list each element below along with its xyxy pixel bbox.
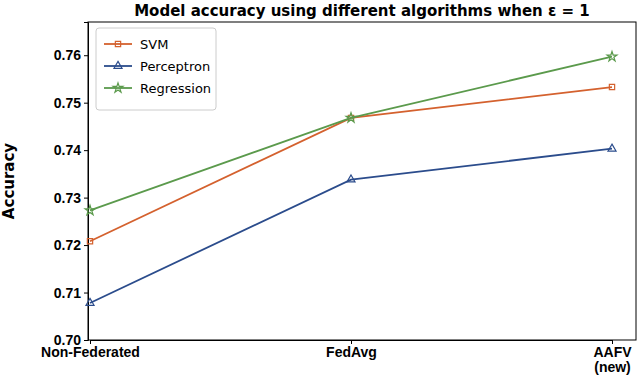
y-tick: 0.72	[54, 237, 88, 253]
x-tick-label: FedAvg	[326, 344, 377, 360]
x-tick-label-line: Non-Federated	[41, 344, 140, 360]
x-tick-label: AAFV(new)	[593, 344, 632, 375]
y-tick-mark	[84, 150, 88, 151]
legend-item: SVM	[104, 37, 168, 52]
y-axis-title: Accuracy	[0, 143, 18, 219]
legend-line	[104, 65, 132, 67]
chart: 0.700.710.720.730.740.750.76Non-Federate…	[0, 0, 638, 376]
legend-marker	[114, 61, 122, 68]
title: Model accuracy using different algorithm…	[134, 2, 590, 20]
x-tick: FedAvg	[326, 340, 377, 360]
x-axis: Non-Federated FedAvg AAFV(new)	[41, 340, 632, 375]
y-tick-mark	[84, 340, 88, 341]
series-marker	[609, 84, 614, 89]
x-tick-label: Non-Federated	[41, 344, 140, 360]
y-tick-label: 0.72	[54, 237, 81, 253]
y-tick-mark	[84, 198, 88, 199]
y-tick-label: 0.74	[54, 142, 81, 158]
x-tick: AAFV(new)	[593, 340, 632, 375]
plot-area	[85, 51, 617, 305]
series-marker	[85, 205, 95, 214]
y-axis: 0.700.710.720.730.740.750.76	[54, 23, 89, 348]
legend-box	[96, 28, 216, 110]
series-marker	[346, 113, 356, 122]
y-tick-label: 0.71	[54, 285, 81, 301]
y-tick-label: 0.76	[54, 47, 81, 63]
x-tick-label-line: AAFV	[593, 344, 632, 360]
y-tick: 0.74	[54, 142, 88, 158]
series-marker	[86, 298, 94, 305]
x-tick-label-line: FedAvg	[326, 344, 377, 360]
series-line	[90, 149, 612, 303]
x-tick: Non-Federated	[41, 340, 140, 360]
series-marker	[87, 239, 92, 244]
legend: SVM Perceptron Regression	[96, 28, 216, 110]
legend-marker	[115, 41, 120, 46]
legend-item: Perceptron	[104, 59, 210, 74]
series-line	[90, 57, 612, 211]
legend-item: Regression	[104, 81, 211, 96]
legend-label: Perceptron	[140, 59, 210, 74]
series-marker	[347, 175, 355, 182]
legend-line	[104, 43, 132, 45]
y-tick-mark	[84, 55, 88, 56]
legend-label: SVM	[140, 37, 168, 52]
y-tick: 0.71	[54, 285, 88, 301]
plot-frame	[88, 22, 636, 340]
y-tick: 0.76	[54, 47, 88, 63]
y-tick-label: 0.73	[54, 190, 81, 206]
y-tick-label: 0.75	[54, 95, 81, 111]
series-marker	[608, 144, 616, 151]
legend-label: Regression	[140, 81, 211, 96]
y-axis-line	[84, 23, 89, 341]
legend-marker	[113, 83, 123, 92]
x-tick-label-line: (new)	[594, 359, 631, 375]
y-tick-mark	[84, 245, 88, 246]
y-tick: 0.73	[54, 190, 88, 206]
y-tick-mark	[84, 103, 88, 104]
y-tick: 0.75	[54, 95, 88, 111]
series-marker	[607, 51, 617, 60]
y-tick-mark	[84, 293, 88, 294]
legend-line	[104, 87, 132, 89]
